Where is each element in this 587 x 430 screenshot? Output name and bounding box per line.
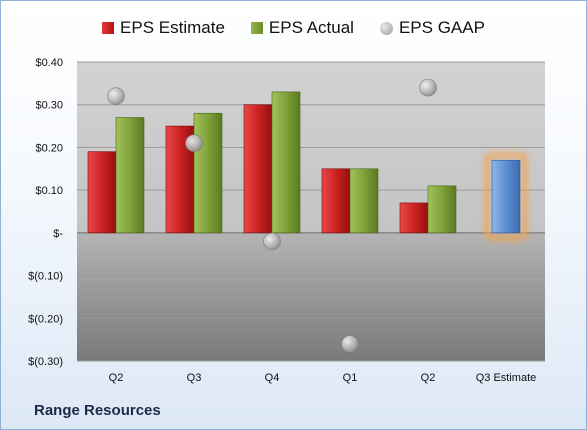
y-tick-label: $(0.10) [28,271,63,283]
y-tick-label: $0.20 [35,142,63,154]
y-tick-label: $(0.20) [28,313,63,325]
dot-eps-gaap [263,232,281,251]
x-tick-label: Q4 [265,372,280,384]
x-tick-label: Q1 [343,372,358,384]
y-tick-label: $(0.30) [28,356,63,368]
chart-legend: EPS Estimate EPS Actual EPS GAAP [1,18,586,38]
plot-area-negative [77,232,545,361]
bar-eps-actual [349,168,379,234]
dot-eps-gaap [419,78,437,97]
company-name: Range Resources [34,402,161,419]
bar-eps-estimate [243,104,273,234]
y-tick-label: $0.30 [35,100,63,112]
dot-eps-gaap [341,335,359,353]
legend-item-estimate: EPS Estimate [102,18,225,38]
projection-glow [484,152,528,241]
bar-eps-estimate [321,168,351,234]
legend-label-estimate: EPS Estimate [120,18,225,37]
bar-eps-estimate [399,202,429,234]
bar-eps-projection [491,159,521,234]
x-tick-label: Q3 Estimate [476,372,537,384]
legend-swatch-actual [250,22,263,34]
bar-eps-actual [193,112,223,234]
legend-label-actual: EPS Actual [268,18,354,37]
dot-eps-gaap [185,134,203,152]
y-tick-label: $- [53,228,63,240]
x-tick-label: Q2 [421,372,436,384]
bar-eps-actual [115,117,145,234]
y-tick-label: $0.40 [35,57,63,69]
bar-eps-actual [427,185,457,234]
x-tick-label: Q3 [187,372,202,384]
legend-item-gaap: EPS GAAP [379,18,485,38]
bar-eps-estimate [87,151,117,234]
legend-swatch-gaap [379,21,393,35]
legend-item-actual: EPS Actual [250,18,354,38]
legend-swatch-estimate [102,22,115,34]
dot-eps-gaap [107,87,125,105]
y-tick-label: $0.10 [35,185,63,197]
x-tick-label: Q2 [109,372,124,384]
bar-eps-actual [271,91,301,234]
legend-label-gaap: EPS GAAP [398,18,485,37]
